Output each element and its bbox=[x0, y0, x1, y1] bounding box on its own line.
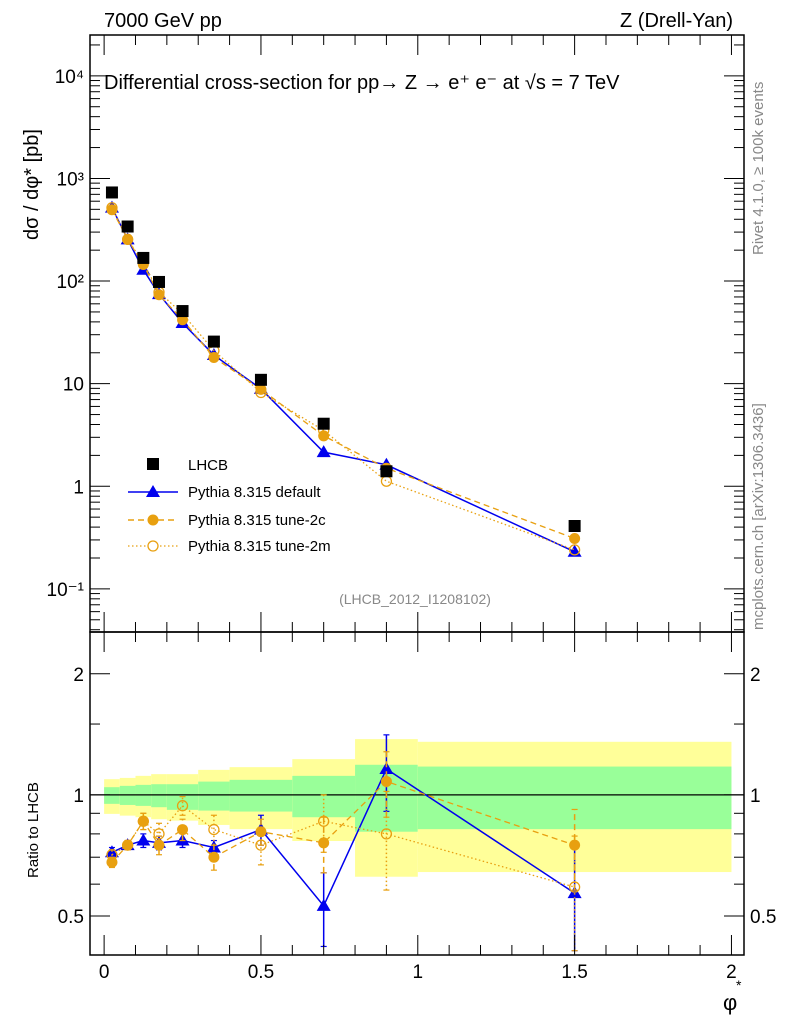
ratio-point-tune2m bbox=[137, 815, 149, 827]
mcplots-label: mcplots.cern.ch [arXiv:1306.3436] bbox=[750, 403, 767, 630]
ratio-y-axis-label: Ratio to LHCB bbox=[25, 782, 42, 878]
main-point-data bbox=[105, 186, 118, 199]
x-axis-label: φ bbox=[723, 990, 737, 1015]
plot-title: Differential cross-section for pp→ Z → e… bbox=[104, 72, 620, 94]
ratio-y-tick-label-left: 0.5 bbox=[58, 907, 84, 928]
x-tick-label: 1.5 bbox=[561, 962, 587, 983]
main-series-tune2m bbox=[106, 202, 581, 556]
ratio-point-tune2m bbox=[153, 828, 165, 840]
ratio-point-tune2m bbox=[380, 828, 393, 840]
legend-marker-default bbox=[146, 485, 160, 497]
legend: LHCB Pythia 8.315 default Pythia 8.315 t… bbox=[128, 457, 331, 555]
ratio-line-default bbox=[111, 767, 576, 908]
legend-marker-tune2c bbox=[147, 514, 159, 526]
legend-marker-tune2m bbox=[147, 540, 159, 552]
main-point-data bbox=[207, 335, 220, 348]
main-y-tick-label: 10 bbox=[63, 375, 84, 396]
series-layer bbox=[104, 186, 582, 952]
stat-uncertainty-band bbox=[104, 787, 120, 804]
main-line-tune2c bbox=[111, 209, 575, 540]
ratio-plot-frame bbox=[89, 631, 745, 956]
ratio-point-default bbox=[379, 761, 394, 774]
main-point-tune2m bbox=[380, 475, 393, 487]
main-point-tune2c bbox=[106, 204, 118, 216]
ratio-y-tick-label-right: 1 bbox=[750, 786, 761, 807]
main-point-data bbox=[121, 220, 134, 233]
ratio-series-tune2m bbox=[106, 790, 581, 952]
ratio-point-tune2c bbox=[380, 775, 392, 787]
main-series-tune2c bbox=[106, 204, 581, 544]
legend-marker-lhcb bbox=[147, 458, 159, 470]
ratio-point-tune2c bbox=[177, 824, 189, 836]
ratio-point-tune2m bbox=[121, 839, 134, 851]
main-point-tune2c bbox=[569, 532, 581, 544]
ratio-point-default bbox=[136, 833, 151, 846]
main-series-data bbox=[105, 186, 581, 533]
ratio-y-tick-label-left: 1 bbox=[73, 786, 84, 807]
stat-uncertainty-band bbox=[229, 779, 293, 812]
x-axis-label-sup: * bbox=[736, 977, 742, 993]
ratio-y-tick-label-right: 2 bbox=[750, 665, 761, 686]
main-y-tick-label: 1 bbox=[73, 477, 84, 498]
ratio-point-default bbox=[316, 898, 331, 911]
x-tick-label: 0 bbox=[99, 962, 110, 983]
main-point-default bbox=[316, 445, 331, 458]
ratio-point-tune2m bbox=[176, 800, 189, 812]
ratio-point-tune2m bbox=[318, 815, 330, 827]
main-point-tune2m bbox=[255, 386, 267, 399]
main-point-data bbox=[380, 465, 393, 478]
main-point-tune2c bbox=[153, 289, 165, 301]
main-y-tick-label: 10² bbox=[57, 272, 84, 293]
rivet-version-label: Rivet 4.1.0, ≥ 100k events bbox=[750, 82, 767, 255]
main-point-data bbox=[137, 251, 150, 264]
main-y-tick-label: 10⁴ bbox=[55, 67, 84, 88]
analysis-label: (LHCB_2012_I1208102) bbox=[339, 591, 491, 607]
ratio-point-tune2m bbox=[208, 823, 220, 836]
legend-label-tune2c: Pythia 8.315 tune-2c bbox=[188, 512, 326, 529]
main-point-tune2c bbox=[122, 233, 134, 245]
main-point-data bbox=[153, 275, 166, 288]
main-point-tune2m bbox=[106, 202, 118, 214]
ratio-point-tune2c bbox=[208, 851, 220, 863]
main-y-axis-label: dσ / dφ* [pb] bbox=[21, 129, 43, 240]
main-y-tick-label: 10³ bbox=[57, 169, 84, 190]
main-point-data bbox=[317, 417, 330, 430]
main-point-data bbox=[176, 305, 189, 318]
ratio-y-tick-label-left: 2 bbox=[73, 665, 84, 686]
x-tick-label: 0.5 bbox=[248, 962, 274, 983]
ratio-line-tune2m bbox=[111, 804, 575, 888]
stat-uncertainty-band bbox=[198, 781, 230, 811]
legend-label-lhcb: LHCB bbox=[188, 457, 228, 474]
header-right: Z (Drell-Yan) bbox=[620, 10, 733, 32]
x-tick-label: 1 bbox=[412, 962, 423, 983]
ratio-point-tune2m bbox=[106, 849, 118, 861]
ratio-point-tune2m bbox=[255, 839, 267, 851]
ratio-line-tune2c bbox=[111, 780, 575, 863]
x-tick-label: 2 bbox=[726, 962, 737, 983]
main-point-data bbox=[568, 520, 581, 533]
header-left: 7000 GeV pp bbox=[104, 10, 222, 32]
ratio-uncertainty-bands bbox=[90, 739, 744, 877]
main-y-tick-label: 10⁻¹ bbox=[47, 580, 85, 601]
ratio-point-tune2m bbox=[568, 881, 581, 893]
main-point-tune2c bbox=[255, 383, 267, 395]
main-point-tune2m bbox=[568, 544, 581, 556]
main-point-data bbox=[254, 373, 267, 386]
main-series-default bbox=[104, 200, 582, 557]
ratio-point-tune2c bbox=[569, 839, 581, 851]
axes-layer: 10⁻¹ 1 10 10² 10³ 10⁴ 0.5 0.5 1 1 2 2 0 0.5 1 1.5 2 bbox=[47, 34, 776, 983]
main-line-tune2m bbox=[111, 207, 575, 551]
stat-uncertainty-band bbox=[292, 775, 356, 818]
stat-uncertainty-band bbox=[151, 784, 167, 808]
main-line-default bbox=[111, 207, 575, 553]
ratio-y-tick-label-right: 0.5 bbox=[750, 907, 776, 928]
main-point-tune2m bbox=[121, 233, 134, 245]
legend-label-tune2m: Pythia 8.315 tune-2m bbox=[188, 538, 331, 555]
legend-label-default: Pythia 8.315 default bbox=[188, 484, 321, 501]
